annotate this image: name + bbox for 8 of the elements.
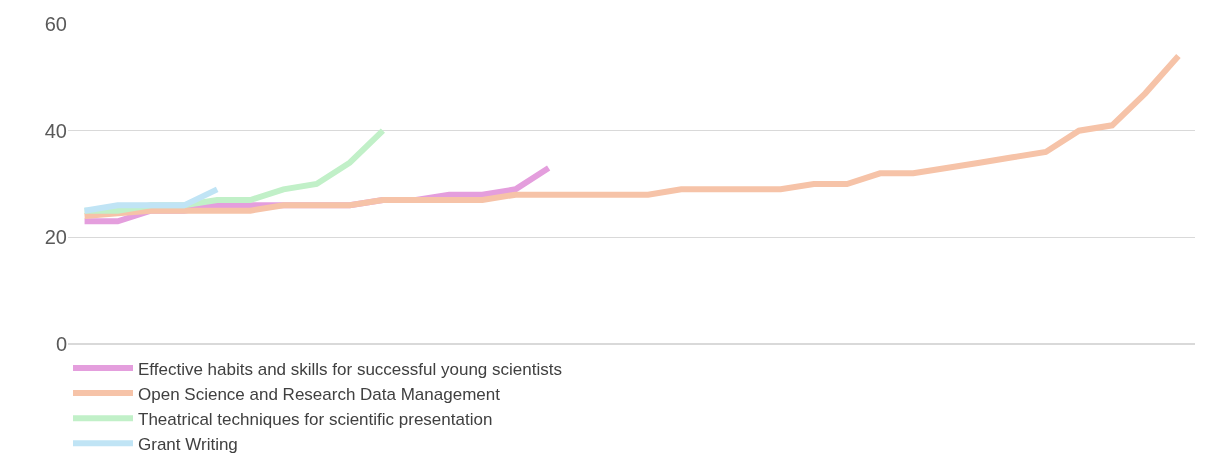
y-tick-label: 40 <box>44 119 67 142</box>
legend-label: Grant Writing <box>138 434 238 454</box>
y-tick-label: 60 <box>44 13 67 35</box>
y-tick-label: 20 <box>44 226 67 249</box>
legend-label: Open Science and Research Data Management <box>138 384 501 404</box>
legend-label: Theatrical techniques for scientific presentation <box>138 409 493 429</box>
y-tick-label: 0 <box>55 333 67 355</box>
legend-label: Effective habits and skills for successful young scientists <box>138 359 562 379</box>
